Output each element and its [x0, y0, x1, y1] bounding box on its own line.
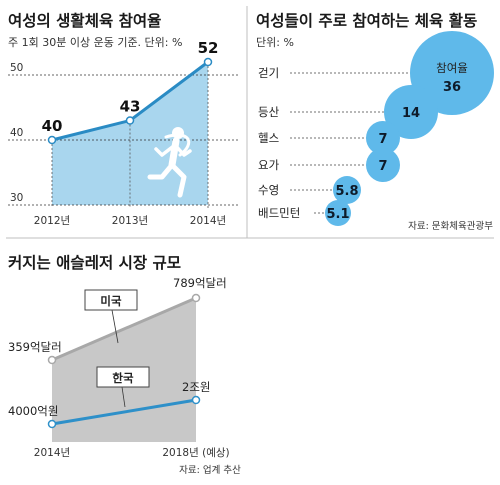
- bubble-value: 14: [402, 106, 420, 121]
- category-label: 걷기: [258, 66, 279, 80]
- us-callout-line: [111, 309, 119, 344]
- category-label: 요가: [258, 158, 280, 172]
- us-data-point: [47, 355, 57, 365]
- panel3-title: 커지는 애슬레저 시장 규모: [8, 254, 181, 272]
- category-label: 수영: [258, 183, 279, 197]
- x-tick-label: 2013년: [112, 215, 148, 227]
- bubble: [366, 121, 400, 155]
- bubble-header-label: 참여율: [436, 61, 468, 75]
- data-label: 40: [42, 117, 63, 135]
- korea-name-box: [96, 366, 150, 388]
- bubble: [366, 148, 400, 182]
- category-label: 헬스: [258, 131, 279, 145]
- bubble: [384, 85, 438, 139]
- bubble: [333, 176, 361, 204]
- y-tick-label: 50: [10, 62, 23, 74]
- korea-series-line: [51, 398, 197, 426]
- us-name-box: [84, 289, 138, 311]
- runner-ponytail: [164, 133, 191, 157]
- runner-icon: [147, 127, 192, 198]
- bubble-value: 7: [378, 159, 387, 174]
- x-tick-label: 2014년: [190, 215, 226, 227]
- korea-series-name: 한국: [112, 371, 134, 385]
- runner-head: [172, 127, 184, 139]
- bubble-value: 36: [443, 80, 461, 95]
- x-tick-label: 2012년: [34, 215, 70, 227]
- y-tick-label: 40: [10, 127, 23, 139]
- runner-leg-back: [147, 162, 175, 180]
- data-label: 52: [198, 39, 219, 57]
- y-tick-label: 30: [10, 192, 23, 204]
- korea-label-end: 2조원: [182, 380, 210, 394]
- bubble-value: 5.8: [335, 184, 358, 199]
- bubble-value: 5.1: [326, 207, 349, 222]
- runner-arm-back: [154, 143, 177, 157]
- runner-leg-front: [169, 162, 187, 198]
- category-label: 배드민턴: [258, 206, 300, 220]
- panel2-subtitle: 단위: %: [256, 36, 294, 49]
- us-data-point: [191, 293, 201, 303]
- panel1-subtitle: 주 1회 30분 이상 운동 기준. 단위: %: [8, 36, 182, 49]
- runner-arm-front: [173, 143, 192, 157]
- us-label-end: 789억달러: [173, 276, 227, 290]
- korea-data-point: [191, 395, 201, 405]
- bubble: [325, 200, 351, 226]
- korea-callout-line: [121, 386, 126, 408]
- data-point: [125, 116, 135, 125]
- panel2-title: 여성들이 주로 참여하는 체육 활동: [256, 11, 477, 30]
- data-label: 43: [120, 98, 141, 116]
- us-label-start: 359억달러: [8, 340, 62, 354]
- bubble-value: 7: [378, 132, 387, 147]
- x-tick-label: 2014년: [34, 447, 70, 459]
- x-tick-label: 2018년 (예상): [162, 446, 229, 459]
- us-series-line: [51, 296, 197, 362]
- category-label: 등산: [258, 105, 280, 119]
- data-point: [47, 135, 57, 145]
- panel3-source: 자료: 업계 추산: [179, 464, 241, 476]
- korea-label-start: 4000억원: [8, 404, 58, 418]
- data-point: [203, 57, 213, 67]
- us-series-name: 미국: [100, 294, 122, 308]
- korea-data-point: [47, 419, 57, 429]
- panel1-title: 여성의 생활체육 참여율: [8, 11, 161, 30]
- panel2-source: 자료: 문화체육관광부: [408, 220, 493, 232]
